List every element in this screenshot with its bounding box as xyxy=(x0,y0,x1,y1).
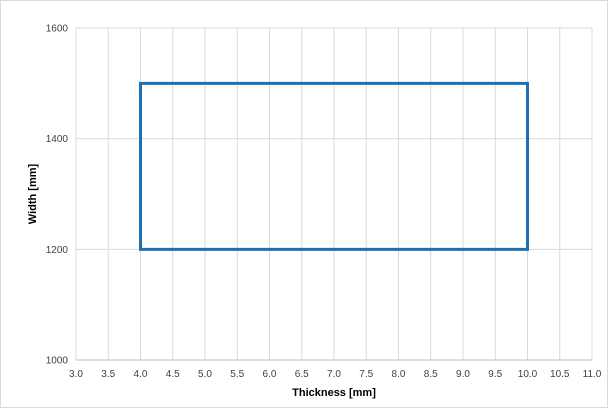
x-tick-label: 7.5 xyxy=(359,369,373,380)
x-tick-label: 5.0 xyxy=(198,369,212,380)
x-tick-label: 3.5 xyxy=(101,369,115,380)
series-layer xyxy=(139,81,529,251)
x-tick-label: 8.0 xyxy=(392,369,406,380)
grid-layer xyxy=(75,27,593,361)
x-axis-title: Thickness [mm] xyxy=(292,387,376,399)
x-tick-label: 6.0 xyxy=(263,369,277,380)
x-tick-label: 5.5 xyxy=(230,369,244,380)
tick-layer: 3.0 3.5 4.0 4.5 5.0 5.5 6.0 6.5 7.0 7.5 8.0 8.5 9.0 9… xyxy=(46,24,602,381)
y-tick-label: 1000 xyxy=(46,356,69,367)
x-tick-label: 3.0 xyxy=(69,369,83,380)
x-tick-label: 6.5 xyxy=(295,369,309,380)
series-line xyxy=(139,81,529,251)
y-tick-label: 1600 xyxy=(46,24,69,35)
y-axis-title: Width [mm] xyxy=(27,163,39,224)
x-tick-label: 11.0 xyxy=(583,369,602,380)
y-tick-label: 1200 xyxy=(46,245,69,256)
x-tick-label: 10.5 xyxy=(550,369,570,380)
x-tick-label: 4.0 xyxy=(134,369,148,380)
x-tick-label: 10.0 xyxy=(518,369,538,380)
x-tick-label: 4.5 xyxy=(166,369,180,380)
x-tick-label: 9.5 xyxy=(488,369,502,380)
x-tick-label: 9.0 xyxy=(456,369,470,380)
x-tick-label: 7.0 xyxy=(327,369,341,380)
y-tick-label: 1400 xyxy=(46,134,69,145)
x-tick-label: 8.5 xyxy=(424,369,438,380)
